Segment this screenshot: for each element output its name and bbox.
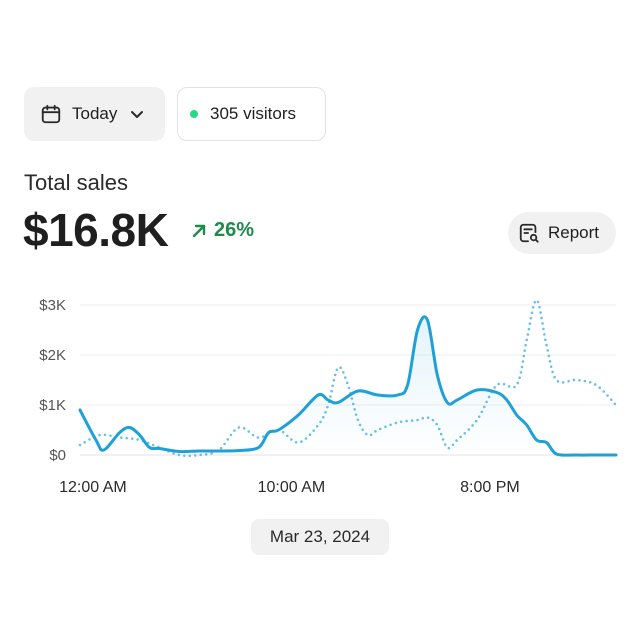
y-tick-label: $2K	[39, 347, 66, 364]
y-axis: $0 $1K $2K $3K	[39, 297, 66, 464]
sales-series-line	[78, 315, 618, 457]
total-sales-value: $16.8K	[23, 204, 169, 256]
y-tick-label: $3K	[39, 297, 66, 314]
visitors-badge: 305 visitors	[177, 87, 326, 141]
arrow-up-right-icon	[192, 224, 206, 237]
date-range-dropdown[interactable]: Today	[24, 87, 165, 141]
date-range-label: Today	[72, 104, 118, 123]
x-axis: 12:00 AM 10:00 AM 8:00 PM	[59, 479, 520, 496]
total-sales-label: Total sales	[24, 170, 128, 195]
sales-change-percent: 26%	[214, 219, 255, 241]
sales-series-area	[80, 316, 616, 456]
report-search-icon	[519, 223, 539, 243]
live-status-dot	[190, 110, 198, 118]
y-tick-label: $1K	[39, 397, 66, 414]
report-label: Report	[548, 223, 600, 242]
visitors-count: 305 visitors	[210, 104, 296, 123]
calendar-icon	[41, 104, 61, 124]
x-tick-label: 10:00 AM	[258, 479, 326, 496]
chart-date-label: Mar 23, 2024	[251, 519, 389, 555]
chevron-down-icon	[131, 111, 144, 118]
chart-series	[78, 298, 618, 458]
y-tick-label: $0	[49, 447, 66, 464]
x-tick-label: 12:00 AM	[59, 479, 127, 496]
x-tick-label: 8:00 PM	[460, 479, 520, 496]
sales-chart: $0 $1K $2K $3K 12:00 AM 10:00 AM 8:00 PM	[39, 297, 618, 496]
report-button[interactable]: Report	[508, 212, 616, 254]
sales-change: 26%	[190, 219, 254, 242]
